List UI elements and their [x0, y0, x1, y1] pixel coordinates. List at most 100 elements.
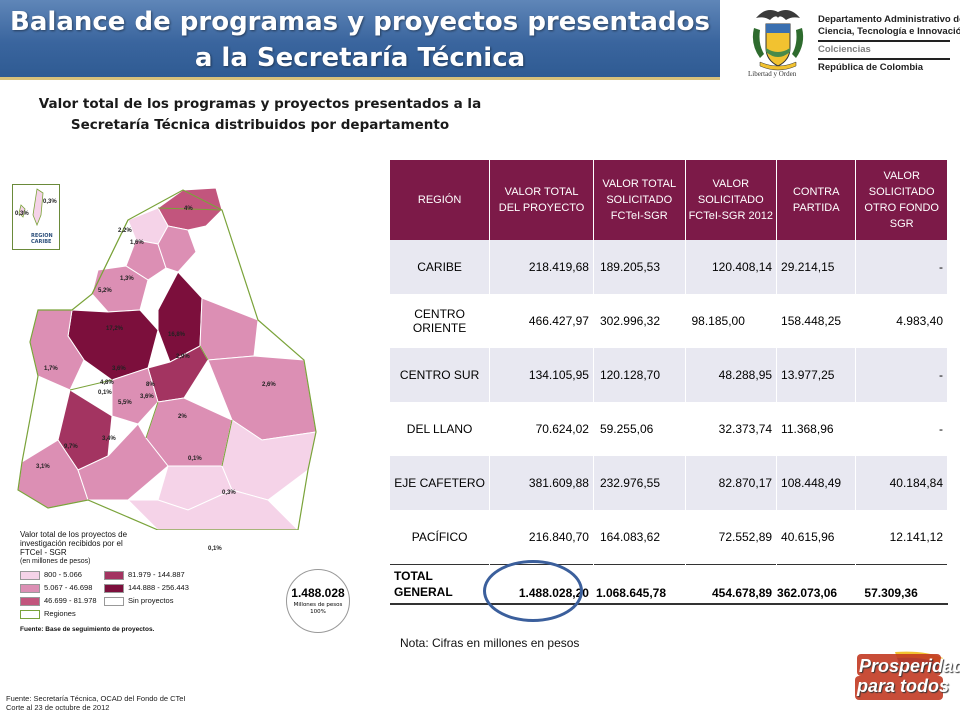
coat-of-arms-icon [752, 10, 804, 71]
map-region-arauca [199, 297, 259, 361]
map-region-eje-cafetero [111, 367, 159, 425]
legend-item-label: Sin proyectos [128, 596, 174, 605]
legend-swatch [20, 583, 40, 593]
total-label-line-2: GENERAL [394, 584, 453, 599]
cell-otro-fondo: 12.141,12 [855, 510, 948, 564]
subtitle-line-1: Valor total de los programas y proyectos… [38, 96, 482, 112]
col-header-total: VALOR TOTAL DEL PROYECTO [489, 160, 594, 240]
map-pct-label: 0,1% [98, 390, 112, 396]
cell-region: CENTRO SUR [390, 348, 491, 402]
total-bubble-unit: Millones de pesos [293, 602, 343, 608]
map-pct-label: 4% [184, 206, 193, 212]
note: Nota: Cifras en millones en pesos [400, 636, 580, 650]
inset-pct: 0,3% [15, 211, 29, 217]
title-line-1: Balance de programas y proyectos present… [10, 7, 710, 37]
col-header-2012: VALOR SOLICITADO FCTeI-SGR 2012 [685, 160, 778, 240]
map-pct-label: 2,9% [176, 354, 190, 360]
map-country-outline [17, 189, 317, 530]
legend-source: Fuente: Base de seguimiento de proyectos… [20, 626, 155, 633]
cell-2012: 32.373,74 [685, 402, 778, 456]
inset-label-line-1: REGION [31, 233, 53, 239]
map-pct-label: 0,1% [188, 456, 202, 462]
cell-fctei: 232.976,55 [593, 456, 686, 510]
cell-total: 218.419,68 [489, 240, 594, 294]
colombia-map-panel: 0,3% 0,3% REGION CARIBE 4% 2,2% 1,6% 1,3… [8, 170, 360, 633]
cell-fctei: 1.068.645,78 [593, 563, 686, 605]
cell-region: EJE CAFETERO [390, 456, 491, 510]
map-pct-label: 1,7% [44, 366, 58, 372]
cell-region: PACÍFICO [390, 510, 491, 564]
table-row: DEL LLANO 70.624,02 59.255,06 32.373,74 … [390, 402, 948, 456]
map-pct-label: 9,7% [64, 444, 78, 450]
map-region-amazonas [126, 489, 299, 530]
cell-contrapartida: 13.977,25 [776, 348, 857, 402]
legend-unit: (en millones de pesos) [20, 558, 91, 565]
map-pct-label: 3,6% [140, 394, 154, 400]
prosperidad-logo: Prosperidad para todos [855, 650, 960, 712]
legend-swatch [20, 570, 40, 580]
slide-title: Balance de programas y proyectos present… [0, 4, 720, 76]
legend-item: 144.888 - 256.443 [104, 583, 189, 593]
logo-text: Departamento Administrativo de Ciencia, … [818, 14, 960, 74]
legend-item: 5.067 - 46.698 [20, 583, 92, 593]
map-pct-label: 0,1% [208, 546, 222, 552]
crest-motto: Libertad y Orden [748, 70, 797, 78]
legend-item-label: 144.888 - 256.443 [128, 583, 189, 592]
cell-contrapartida: 158.448,25 [776, 294, 857, 348]
map-region-huila [77, 423, 169, 501]
map-pct-label: 3,1% [36, 464, 50, 470]
cell-2012: 72.552,89 [685, 510, 778, 564]
map-pct-label: 1,6% [130, 240, 144, 246]
total-bubble: 1.488.028 Millones de pesos 100% [286, 569, 350, 633]
table-row: CENTRO SUR 134.105,95 120.128,70 48.288,… [390, 348, 948, 402]
cell-contrapartida: 11.368,96 [776, 402, 857, 456]
legend-item-label: Regiones [44, 609, 76, 618]
cell-total: 381.609,88 [489, 456, 594, 510]
cell-fctei: 120.128,70 [593, 348, 686, 402]
cell-2012: 120.408,14 [685, 240, 778, 294]
subtitle-line-2: Secretaría Técnica distribuidos por depa… [70, 117, 450, 133]
map-region-caribe-mid [125, 239, 167, 281]
logo-line-3: Colciencias [818, 44, 871, 55]
cell-otro-fondo: - [855, 240, 948, 294]
legend-title: Valor total de los proyectos de investig… [20, 530, 128, 557]
cell-otro-fondo: 40.184,84 [855, 456, 948, 510]
regions-table: REGIÓN VALOR TOTAL DEL PROYECTO VALOR TO… [390, 160, 948, 605]
cell-total: 70.624,02 [489, 402, 594, 456]
cell-region: DEL LLANO [390, 402, 491, 456]
inset-label: REGION CARIBE [31, 233, 53, 245]
col-header-fctei: VALOR TOTAL SOLICITADO FCTeI-SGR [593, 160, 686, 240]
table-total-row: TOTAL GENERAL 1.488.028,20 1.068.645,78 … [390, 563, 948, 605]
legend-item-label: 800 - 5.066 [44, 570, 82, 579]
legend-item-label: 46.699 - 81.978 [44, 596, 97, 605]
brand-line-1: Prosperidad [859, 656, 960, 676]
cell-total-label: TOTAL GENERAL [390, 563, 491, 605]
cell-2012: 98.185,00 [685, 294, 778, 348]
header-band [0, 0, 720, 80]
map-pct-label: 5,5% [118, 400, 132, 406]
source-line-1: Fuente: Secretaría Técnica, OCAD del Fon… [6, 694, 186, 703]
cell-contrapartida: 108.448,49 [776, 456, 857, 510]
legend-swatch [20, 596, 40, 606]
map-pct-label: 0,3% [222, 490, 236, 496]
cell-region: CARIBE [390, 240, 491, 294]
logo-line-1: Departamento Administrativo de [818, 14, 960, 25]
brand-line-2: para todos [857, 676, 950, 696]
colombia-map [17, 187, 317, 530]
legend-item: 81.979 - 144.887 [104, 570, 185, 580]
cell-region: CENTRO ORIENTE [390, 294, 491, 348]
col-header-region: REGIÓN [390, 160, 491, 240]
source-line-2: Corte al 23 de octubre de 2012 [6, 703, 110, 712]
legend-swatch [104, 583, 124, 593]
cell-fctei: 59.255,06 [593, 402, 686, 456]
map-pct-label: 3,4% [102, 436, 116, 442]
map-pct-label: 8% [146, 382, 155, 388]
map-pct-label: 4,8% [100, 380, 114, 386]
table-header-row: REGIÓN VALOR TOTAL DEL PROYECTO VALOR TO… [390, 160, 948, 240]
legend-item: 800 - 5.066 [20, 570, 82, 580]
source-footer: Fuente: Secretaría Técnica, OCAD del Fon… [6, 694, 186, 712]
legend-item: Sin proyectos [104, 596, 173, 606]
map-pct-label: 2% [178, 414, 187, 420]
cell-2012: 454.678,89 [685, 563, 778, 605]
inset-pct: 0,3% [43, 199, 57, 205]
